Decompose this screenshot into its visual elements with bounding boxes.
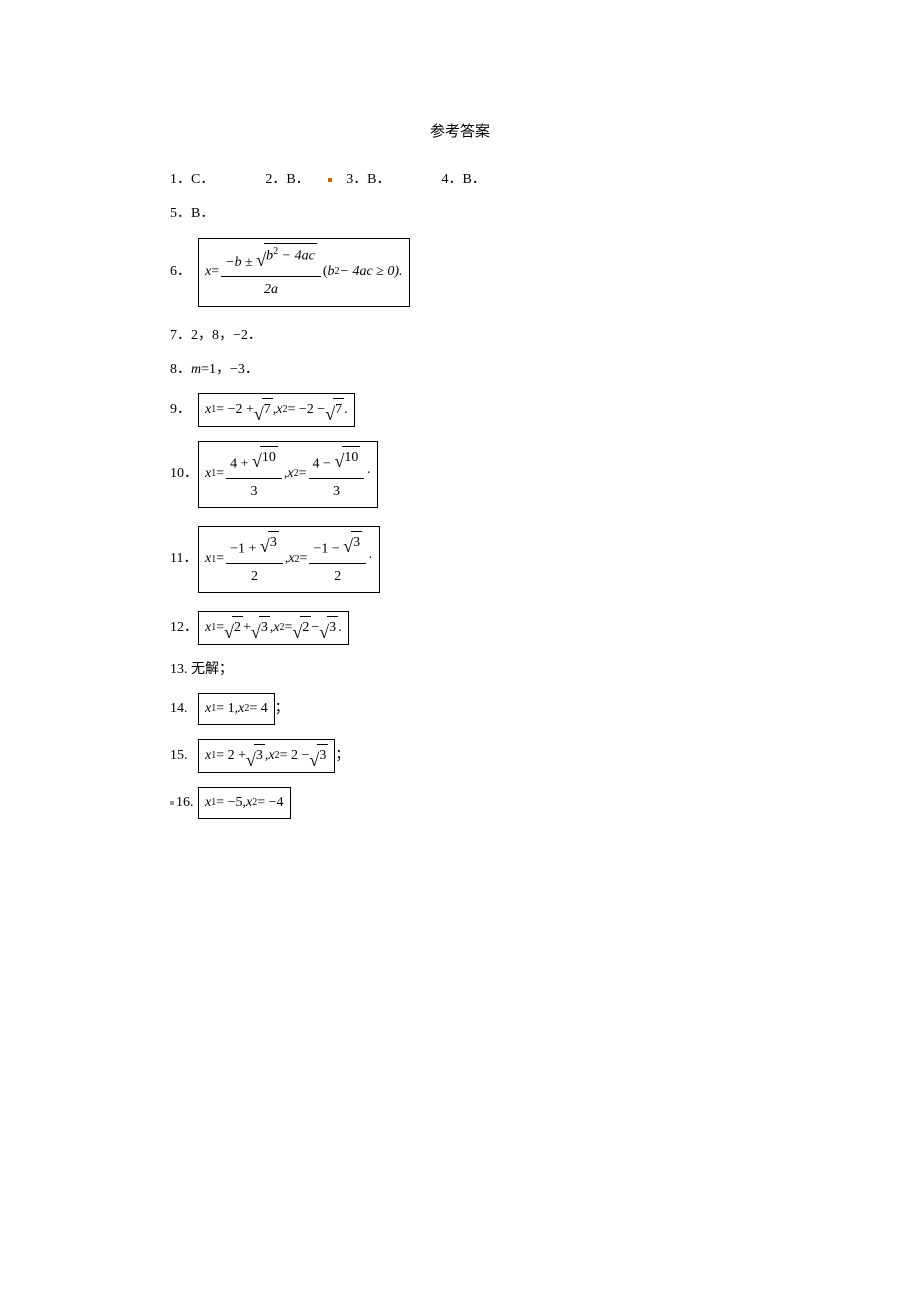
answer-13: 13. 无解； [170, 659, 860, 681]
formula-16: x1 = −5, x2 = −4 [198, 787, 291, 819]
answer-7: 7．2，8，−2． [170, 325, 860, 347]
answer-3: 3．B． [346, 172, 390, 187]
label-9: 9． [170, 399, 198, 421]
formula-12: x1 = √2 + √3 , x2 = √2 − √3 . [198, 611, 349, 644]
semi-14: ； [275, 698, 289, 720]
answer-12: 12． x1 = √2 + √3 , x2 = √2 − √3 . [170, 611, 860, 644]
answer-5: 5．B． [170, 203, 860, 225]
answer-1: 1．C． [170, 172, 214, 187]
answer-8: 8．m=1，−3． [170, 359, 860, 381]
label-15: 15. [170, 745, 198, 767]
answer-14: 14. x1 = 1, x2 = 4 ； [170, 693, 860, 725]
label-6: 6． [170, 261, 198, 283]
answers-row-1: 1．C． 2．B． 3．B． 4．B． [170, 169, 860, 191]
formula-11: x1 = −1 + √3 2 , x2 = −1 − √3 2 · [198, 526, 380, 593]
answer-15: 15. x1 = 2 + √3 , x2 = 2 − √3 ； [170, 739, 860, 772]
formula-14: x1 = 1, x2 = 4 [198, 693, 275, 725]
label-14: 14. [170, 698, 198, 720]
label-16: 16. [176, 792, 198, 814]
label-10: 10． [170, 463, 198, 485]
answer-4: 4．B． [442, 172, 486, 187]
answer-10: 10． x1 = 4 + √10 3 , x2 = 4 − √10 3 · [170, 441, 860, 508]
formula-6: x = −b ± √b2 − 4ac 2a ( b 2 − 4ac ≥ 0). [198, 238, 410, 307]
answer-2: 2．B． [265, 172, 309, 187]
formula-9: x1 = −2 + √7 , x2 = −2 − √7 . [198, 393, 355, 426]
formula-10: x1 = 4 + √10 3 , x2 = 4 − √10 3 · [198, 441, 378, 508]
answer-6: 6． x = −b ± √b2 − 4ac 2a ( b 2 − 4ac ≥ 0… [170, 238, 860, 307]
page-title: 参考答案 [170, 120, 750, 141]
label-11: 11． [170, 548, 198, 570]
answer-11: 11． x1 = −1 + √3 2 , x2 = −1 − √3 2 · [170, 526, 860, 593]
label-12: 12． [170, 617, 198, 639]
formula-15: x1 = 2 + √3 , x2 = 2 − √3 [198, 739, 335, 772]
answer-9: 9． x1 = −2 + √7 , x2 = −2 − √7 . [170, 393, 860, 426]
answer-16: 16. x1 = −5, x2 = −4 [170, 787, 860, 819]
answer-sheet: 参考答案 1．C． 2．B． 3．B． 4．B． 5．B． 6． x = −b … [0, 0, 920, 819]
semi-15: ； [335, 745, 349, 767]
marker-icon [328, 178, 332, 182]
marker-icon [170, 801, 174, 805]
